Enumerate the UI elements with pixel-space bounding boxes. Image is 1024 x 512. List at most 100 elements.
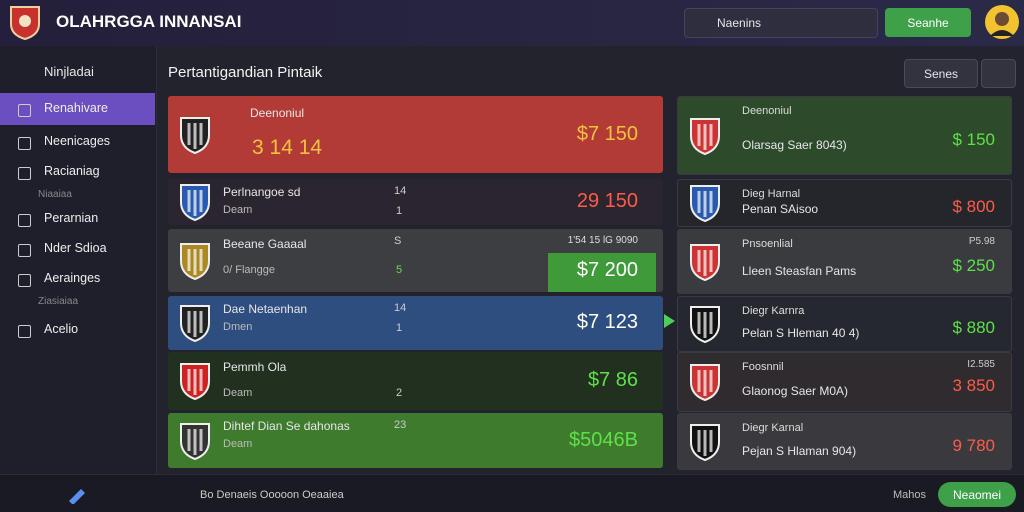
app-title: OLAHRGGA INNANSAI: [56, 12, 242, 31]
card-title: Pnsoenlial: [742, 238, 793, 250]
score: 3 14 14: [252, 136, 323, 159]
odds-card[interactable]: Diegr Karnal Pejan S Hlaman 904) 9 780: [677, 413, 1012, 470]
card-subtitle: Penan SAisoo: [742, 202, 819, 216]
amount: $7 200: [576, 258, 638, 281]
team-crest: [180, 422, 210, 460]
card-subtitle: Pejan S Hlaman 904): [742, 443, 857, 458]
match-card[interactable]: Deenoniul 3 14 14 $7 150: [168, 96, 663, 173]
stat-b: 2: [396, 387, 403, 399]
odds-card[interactable]: Dieg Harnal Penan SAisoo $ 800: [677, 179, 1012, 227]
odds-card[interactable]: Pnsoenlial Lleen Steasfan Pams P5.98 $ 250: [677, 229, 1012, 294]
avatar[interactable]: [984, 4, 1020, 40]
stat-b: 1: [396, 205, 403, 217]
card-subtitle: Glaonog Saer M0A): [742, 384, 849, 398]
sidebar-subheading: Ziasiaiaa: [38, 296, 79, 307]
sidebar-icon: [18, 244, 31, 257]
card-title: Pemmh Ola: [223, 360, 287, 374]
card-note: I2.585: [967, 359, 995, 370]
sidebar-icon: [18, 274, 31, 287]
footer-button[interactable]: Neaomei: [938, 482, 1016, 507]
sidebar-subheading: Niaaiaa: [38, 189, 72, 200]
card-subtitle: Lleen Steasfan Pams: [742, 263, 857, 278]
team-crest: [180, 116, 210, 154]
footer-text: Bo Denaeis Ooooon Oeaaiea: [200, 489, 344, 501]
card-subtitle: Deam: [223, 204, 253, 216]
card-title: Deenoniul: [742, 105, 792, 117]
sidebar-item[interactable]: Renahivare: [44, 101, 108, 115]
edit-icon[interactable]: [66, 484, 90, 504]
card-note: P5.98: [968, 236, 995, 247]
stat-a: 14: [394, 302, 407, 314]
sidebar-item[interactable]: Aerainges: [44, 271, 101, 285]
team-crest: [690, 306, 720, 344]
stat-b: 5: [396, 264, 403, 276]
sidebar-item[interactable]: Nder Sdioa: [44, 241, 107, 255]
card-title: Dihtef Dian Se dahonas: [223, 419, 350, 433]
card-title: Dieg Harnal: [742, 188, 801, 200]
footer: [0, 474, 1024, 512]
card-title: Foosnnil: [742, 361, 784, 373]
sidebar-icon: [18, 167, 31, 180]
odds-card[interactable]: Foosnnil Glaonog Saer M0A) I2.585 3 850: [677, 352, 1012, 412]
stat-a: 23: [394, 419, 407, 431]
sidebar-icon: [18, 325, 31, 338]
odds-card[interactable]: Deenoniul Olarsag Saer 8043) $ 150: [677, 96, 1012, 175]
team-crest: [180, 242, 210, 280]
match-card[interactable]: Dihtef Dian Se dahonas Deam 23 $5046B: [168, 413, 663, 468]
amount: 29 150: [576, 190, 638, 212]
stat-a: 14: [394, 185, 407, 197]
filter-button[interactable]: Senes: [904, 59, 978, 88]
amount: $5046B: [569, 428, 638, 451]
sidebar-icon: [18, 137, 31, 150]
card-title: Diegr Karnal: [742, 422, 804, 434]
card-title: Beeane Gaaaal: [223, 237, 307, 251]
card-subtitle: Olarsag Saer 8043): [742, 137, 847, 152]
search-label: Naenins: [717, 16, 762, 30]
team-crest: [690, 364, 720, 402]
team-crest: [180, 184, 210, 222]
card-subtitle: Dmen: [223, 321, 253, 333]
amount: $ 880: [952, 318, 995, 337]
odds-card[interactable]: Diegr Karnra Pelan S Hleman 40 4) $ 880: [677, 296, 1012, 352]
amount: $7 86: [587, 369, 638, 391]
sidebar-item[interactable]: Perarnian: [44, 211, 99, 225]
card-title: Diegr Karnra: [742, 305, 805, 317]
highlight-box: [548, 253, 656, 292]
dropdown-button[interactable]: [981, 59, 1016, 88]
card-subtitle: Pelan S Hleman 40 4): [742, 326, 860, 340]
sidebar-item[interactable]: Neenicages: [44, 134, 111, 148]
team-crest: [690, 117, 720, 155]
match-card[interactable]: Perlnangoe sd Deam 14 1 29 150: [168, 179, 663, 225]
footer-link[interactable]: Mahos: [893, 489, 927, 501]
search-button[interactable]: Seanhe: [885, 8, 971, 37]
team-crest: [180, 363, 210, 401]
card-subtitle: 0/ Flangge: [223, 264, 275, 276]
active-item-bg: [0, 93, 155, 125]
amount: $7 150: [576, 122, 638, 145]
team-crest: [690, 423, 720, 461]
page-heading: Pertantigandian Pintaik: [168, 64, 323, 81]
match-card[interactable]: Beeane Gaaaal 0/ Flangge S 5 1'54 15 lG 9090…: [168, 229, 663, 292]
sidebar-item[interactable]: Acelio: [44, 322, 79, 336]
card-subtitle: Deam: [223, 438, 253, 450]
amount: $7 123: [576, 311, 638, 333]
match-card[interactable]: Dae Netaenhan Dmen 14 1 $7 123: [168, 296, 663, 350]
search-box[interactable]: Naenins: [684, 8, 878, 38]
amount: 3 850: [952, 376, 995, 395]
card-note: 1'54 15 lG 9090: [567, 235, 638, 246]
logo: [10, 6, 40, 40]
amount: 9 780: [952, 435, 995, 455]
sidebar-header: Ninjladai: [44, 64, 94, 79]
sidebar-icon: [18, 214, 31, 227]
team-crest: [690, 243, 720, 281]
stat-a: S: [394, 235, 402, 247]
match-card[interactable]: Pemmh Ola Deam 2 $7 86: [168, 352, 663, 410]
card-title: Perlnangoe sd: [223, 185, 301, 199]
selection-arrow: [664, 314, 675, 328]
amount: $ 150: [952, 129, 995, 149]
card-title: Dae Netaenhan: [223, 302, 308, 316]
card-subtitle: Deam: [223, 387, 253, 399]
sidebar-item[interactable]: Racianiag: [44, 164, 100, 178]
stat-b: 1: [396, 322, 403, 334]
